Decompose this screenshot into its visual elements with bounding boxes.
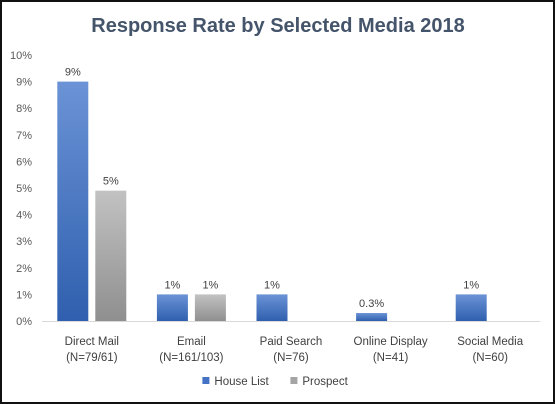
x-category-label: (N=79/61): [66, 352, 118, 364]
y-tick-label: 7%: [16, 130, 32, 142]
bar-house-list: [455, 294, 487, 321]
bar-prospect: [194, 294, 226, 321]
x-category-label: Paid Search: [260, 336, 323, 348]
x-category-label: (N=161/103): [159, 352, 223, 364]
bar-prospect: [95, 190, 127, 321]
data-label: 1%: [202, 279, 218, 291]
legend: House List Prospect: [202, 376, 349, 388]
data-label: 0.3%: [359, 298, 384, 310]
x-axis: Direct Mail (N=79/61) Email (N=161/103) Paid…: [42, 321, 540, 364]
legend-label: Prospect: [302, 376, 348, 388]
bars: [57, 81, 487, 321]
y-tick-label: 4%: [16, 210, 32, 222]
data-label: 1%: [264, 279, 280, 291]
x-category-label: Social Media: [457, 336, 523, 348]
legend-swatch: [202, 377, 210, 384]
x-category-label: Email: [177, 336, 206, 348]
y-tick-label: 9%: [16, 77, 32, 89]
y-tick-label: 1%: [16, 289, 32, 301]
bar-house-list: [156, 294, 188, 321]
y-axis: 0% 1% 2% 3% 4% 5% 6% 7% 8% 9% 10%: [10, 50, 32, 328]
chart-title: Response Rate by Selected Media 2018: [91, 15, 465, 37]
bar-house-list: [356, 313, 388, 321]
data-labels: 9% 5% 1% 1% 1% 0.3% 1%: [65, 67, 480, 310]
data-label: 1%: [463, 279, 479, 291]
x-category-label: (N=60): [472, 352, 508, 364]
bar-house-list: [57, 81, 89, 321]
data-label: 5%: [103, 176, 119, 188]
y-tick-label: 6%: [16, 156, 32, 168]
x-category-label: (N=41): [373, 352, 409, 364]
y-tick-label: 2%: [16, 263, 32, 275]
y-tick-label: 0%: [16, 316, 32, 328]
x-category-label: Online Display: [354, 336, 428, 348]
legend-swatch: [290, 377, 298, 384]
y-tick-label: 8%: [16, 103, 32, 115]
data-label: 9%: [65, 67, 81, 79]
y-tick-label: 10%: [10, 50, 32, 62]
data-label: 1%: [164, 279, 180, 291]
y-tick-label: 3%: [16, 236, 32, 248]
x-category-label: Direct Mail: [65, 336, 119, 348]
y-tick-label: 5%: [16, 183, 32, 195]
legend-label: House List: [214, 376, 269, 388]
bar-house-list: [256, 294, 288, 321]
x-category-label: (N=76): [273, 352, 309, 364]
